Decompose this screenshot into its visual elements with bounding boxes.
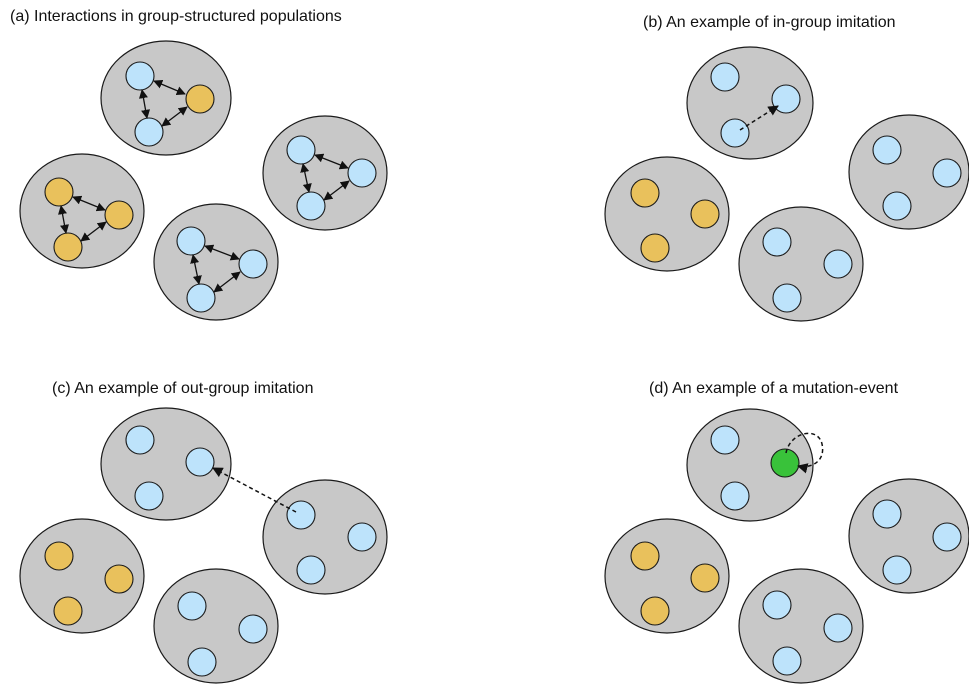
interaction-arrow bbox=[314, 153, 349, 170]
interaction-arrow bbox=[72, 195, 106, 212]
cooperator-agent bbox=[720, 118, 750, 148]
panel-c: (c) An example of out-group imitation bbox=[19, 380, 388, 684]
defector-agent bbox=[185, 84, 215, 114]
cooperator-agent bbox=[296, 555, 326, 585]
cooperator-agent bbox=[134, 117, 164, 147]
defector-agent bbox=[104, 200, 134, 230]
group-b4 bbox=[848, 114, 969, 230]
cooperator-agent bbox=[762, 227, 792, 257]
group-c4 bbox=[262, 479, 388, 595]
cooperator-agent bbox=[286, 500, 316, 530]
cooperator-agent bbox=[772, 283, 802, 313]
cooperator-agent bbox=[762, 590, 792, 620]
interaction-arrow bbox=[161, 106, 188, 127]
group-b1 bbox=[686, 46, 814, 160]
cooperator-agent bbox=[823, 613, 853, 643]
group-d3 bbox=[738, 568, 864, 684]
defector-agent bbox=[53, 232, 83, 262]
cooperator-agent bbox=[238, 614, 268, 644]
cooperator-agent bbox=[771, 84, 801, 114]
defector-agent bbox=[53, 596, 83, 626]
interaction-arrow bbox=[204, 244, 240, 261]
interaction-arrow bbox=[138, 89, 151, 119]
panel-d-title: (d) An example of a mutation-event bbox=[649, 380, 899, 397]
cooperator-agent bbox=[882, 555, 912, 585]
interaction-arrow bbox=[58, 205, 69, 234]
cooperator-agent bbox=[185, 447, 215, 477]
defector-agent bbox=[630, 178, 660, 208]
panel-b-title: (b) An example of in-group imitation bbox=[643, 14, 896, 31]
group-c3 bbox=[153, 568, 279, 684]
cooperator-agent bbox=[296, 191, 326, 221]
defector-agent bbox=[630, 541, 660, 571]
panel-a: (a) Interactions in group-structured pop… bbox=[10, 8, 388, 321]
defector-agent bbox=[44, 541, 74, 571]
defector-agent bbox=[640, 233, 670, 263]
panel-d: (d) An example of a mutation-event bbox=[604, 380, 969, 684]
defector-agent bbox=[44, 177, 74, 207]
cooperator-agent bbox=[872, 499, 902, 529]
group-a4 bbox=[262, 115, 388, 231]
cooperator-agent bbox=[823, 249, 853, 279]
group-d2 bbox=[604, 518, 730, 634]
cooperator-agent bbox=[710, 425, 740, 455]
cooperator-agent bbox=[134, 481, 164, 511]
cooperator-agent bbox=[177, 591, 207, 621]
interaction-arrow bbox=[300, 163, 312, 193]
imitation-arrow bbox=[739, 105, 779, 131]
cooperator-agent bbox=[932, 522, 962, 552]
cooperator-agent bbox=[710, 62, 740, 92]
interaction-arrow bbox=[80, 221, 107, 242]
defector-agent bbox=[640, 596, 670, 626]
interaction-arrow bbox=[190, 254, 202, 285]
cooperator-agent bbox=[772, 646, 802, 676]
cooperator-agent bbox=[347, 158, 377, 188]
group-a1 bbox=[100, 40, 232, 156]
cooperator-agent bbox=[720, 481, 750, 511]
cooperator-agent bbox=[125, 61, 155, 91]
interaction-arrow bbox=[153, 79, 186, 96]
cooperator-agent bbox=[186, 283, 216, 313]
defector-agent bbox=[690, 199, 720, 229]
panel-a-title: (a) Interactions in group-structured pop… bbox=[10, 8, 342, 25]
group-c2 bbox=[19, 518, 145, 634]
defector-agent bbox=[104, 564, 134, 594]
group-c1 bbox=[100, 407, 232, 521]
defector-agent bbox=[690, 563, 720, 593]
cooperator-agent bbox=[286, 135, 316, 165]
group-d1 bbox=[686, 408, 824, 522]
mutant-agent bbox=[770, 448, 800, 478]
interaction-arrow bbox=[323, 180, 350, 201]
cooperator-agent bbox=[176, 226, 206, 256]
cooperator-agent bbox=[125, 425, 155, 455]
cooperator-agent bbox=[872, 135, 902, 165]
group-d4 bbox=[848, 478, 969, 594]
cooperator-agent bbox=[187, 647, 217, 677]
cooperator-agent bbox=[882, 191, 912, 221]
cooperator-agent bbox=[347, 522, 377, 552]
imitation-arrow bbox=[212, 467, 297, 513]
group-b2 bbox=[604, 156, 730, 272]
interaction-arrow bbox=[213, 271, 241, 293]
cooperator-agent bbox=[238, 249, 268, 279]
group-a3 bbox=[153, 203, 279, 321]
group-a2 bbox=[19, 153, 145, 269]
group-b3 bbox=[738, 206, 864, 322]
panel-b: (b) An example of in-group imitation bbox=[604, 14, 969, 322]
cooperator-agent bbox=[932, 158, 962, 188]
mutation-arrow bbox=[785, 432, 824, 474]
panel-c-title: (c) An example of out-group imitation bbox=[52, 380, 313, 397]
